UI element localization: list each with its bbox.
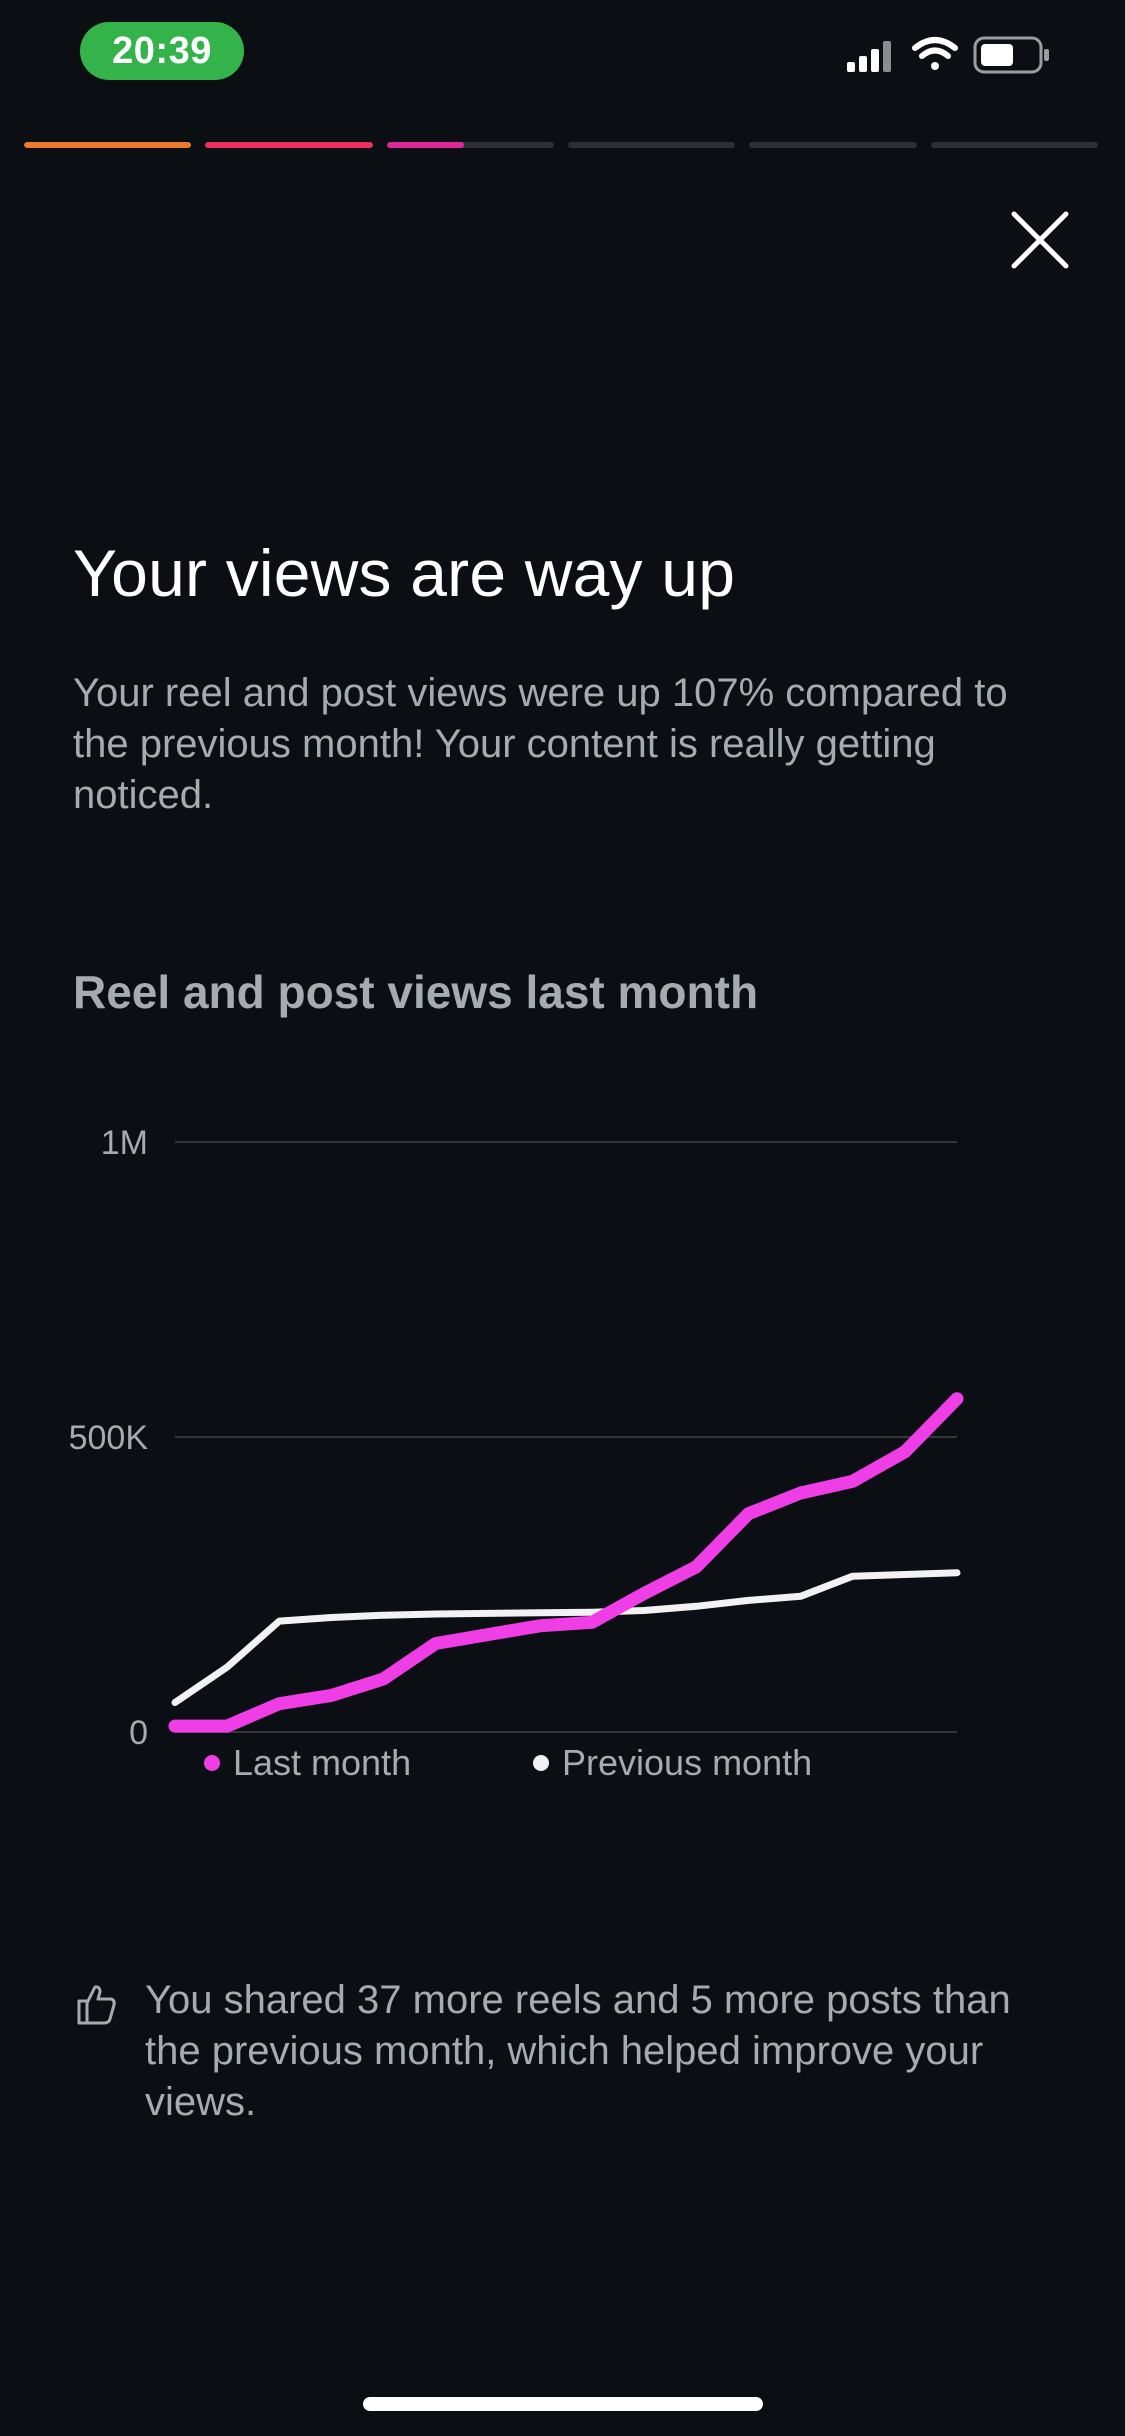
- legend-label: Previous month: [562, 1742, 812, 1783]
- y-tick-label: 500K: [69, 1419, 149, 1457]
- story-progress-segment: [205, 142, 373, 148]
- headline: Your views are way up: [73, 536, 736, 610]
- y-tick-label: 0: [129, 1714, 148, 1752]
- series-line-last-month: [168, 1392, 964, 1733]
- legend-dot: [204, 1755, 220, 1771]
- story-progress-segment: [749, 142, 917, 148]
- series-line-previous-month: [171, 1569, 961, 1706]
- y-tick-label: 1M: [101, 1124, 148, 1162]
- status-time: 20:39: [80, 22, 244, 80]
- status-icons: [847, 36, 1049, 74]
- story-progress-fill: [24, 142, 192, 148]
- views-line-chart: 0 500K 1M Last month Previous month: [69, 1124, 964, 1783]
- story-progress-bar: [24, 142, 1098, 148]
- story-progress-segment: [386, 142, 554, 148]
- story-progress-segment: [24, 142, 192, 148]
- legend-label: Last month: [233, 1742, 411, 1783]
- wifi-icon: [912, 37, 958, 70]
- thumbs-up-icon: [77, 1985, 116, 2025]
- close-button[interactable]: [1000, 200, 1080, 280]
- battery-icon: [973, 36, 1049, 74]
- story-progress-segment: [930, 142, 1098, 148]
- status-bar: 20:39: [0, 0, 1125, 120]
- close-icon: [1011, 211, 1069, 269]
- legend-dot: [533, 1755, 549, 1771]
- chart-title: Reel and post views last month: [73, 966, 759, 1018]
- footer-text: You shared 37 more reels and 5 more post…: [145, 1978, 1011, 2124]
- story-progress-segment: [567, 142, 736, 148]
- description: Your reel and post views were up 107% co…: [73, 671, 1008, 817]
- story-progress-fill: [205, 142, 373, 148]
- signal-icon: [847, 41, 891, 72]
- story-progress-fill: [386, 142, 464, 148]
- home-indicator[interactable]: [363, 2397, 763, 2411]
